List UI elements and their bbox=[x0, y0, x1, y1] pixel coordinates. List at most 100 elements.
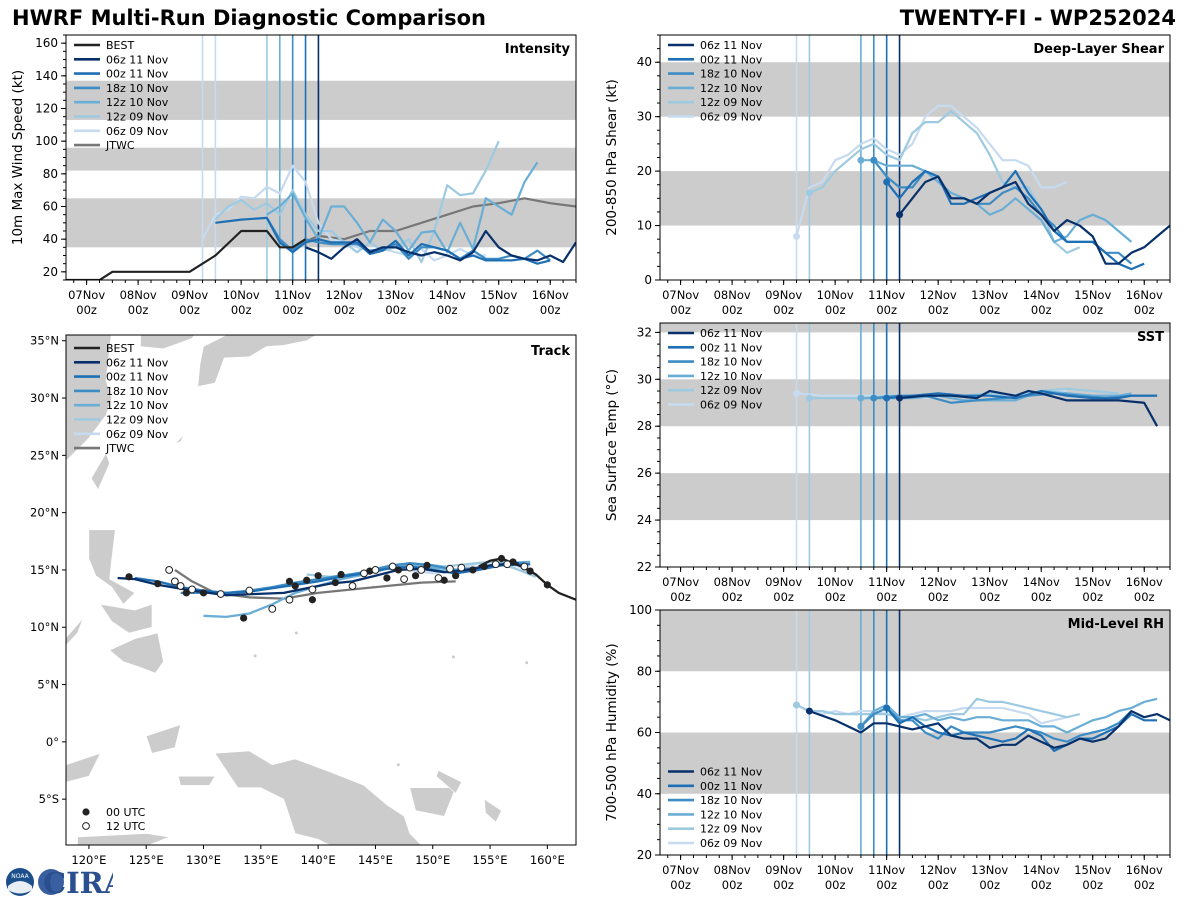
legend-label: 00z 11 Nov bbox=[106, 371, 169, 384]
x-tick-label: 160°E bbox=[530, 853, 565, 867]
noaa-logo-text: NOAA bbox=[11, 873, 29, 880]
legend-label: 00z 11 Nov bbox=[700, 780, 763, 793]
x-tick-label: 00z bbox=[76, 303, 97, 317]
cira-logo-text: CIRA bbox=[43, 866, 113, 898]
x-tick-label: 00z bbox=[979, 590, 1000, 604]
x-tick-label: 16Nov bbox=[1126, 288, 1163, 302]
legend-label: 18z 10 Nov bbox=[700, 356, 763, 369]
marker-12utc bbox=[216, 590, 225, 598]
init-point-marker bbox=[883, 704, 891, 712]
land-bougainville bbox=[483, 798, 502, 823]
x-tick-label: 16Nov bbox=[1126, 863, 1163, 877]
x-tick-label: 00z bbox=[979, 303, 1000, 317]
land-new-ireland bbox=[435, 770, 462, 794]
series-line-12z-09-nov bbox=[796, 697, 1081, 722]
storm-id-title: TWENTY-FI - WP252024 bbox=[899, 6, 1176, 30]
legend-label: 18z 10 Nov bbox=[106, 82, 169, 95]
x-tick-label: 09Nov bbox=[765, 863, 802, 877]
x-tick-label: 12Nov bbox=[920, 863, 957, 877]
x-tick-label: 00z bbox=[334, 303, 355, 317]
init-point-marker bbox=[883, 178, 891, 186]
series-line-12z-10-nov bbox=[860, 159, 1133, 243]
marker-12utc bbox=[170, 577, 179, 586]
y-tick-label: 100 bbox=[629, 603, 652, 617]
series-line-06z-09-nov bbox=[795, 104, 1068, 237]
x-tick-label: 08Nov bbox=[120, 288, 157, 302]
y-tick-label: 24 bbox=[637, 513, 652, 527]
marker-00utc bbox=[411, 572, 420, 580]
marker-00utc bbox=[394, 566, 402, 574]
legend-label: 06z 11 Nov bbox=[106, 53, 169, 66]
shade-band bbox=[660, 732, 1170, 794]
x-tick-label: 00z bbox=[1082, 590, 1103, 604]
x-tick-label: 00z bbox=[437, 303, 458, 317]
chart-rh: 2040608010007Nov00z08Nov00z09Nov00z10Nov… bbox=[604, 603, 1171, 892]
marker-12utc bbox=[348, 582, 357, 590]
init-point-marker bbox=[896, 211, 904, 219]
series-line-06z-11-nov bbox=[898, 175, 1170, 265]
x-tick-label: 00z bbox=[722, 878, 743, 892]
x-tick-label: 14Nov bbox=[1023, 288, 1060, 302]
legend-label: 12z 10 Nov bbox=[106, 399, 169, 412]
land-islet bbox=[451, 655, 455, 659]
legend-label: 12z 09 Nov bbox=[700, 96, 763, 109]
chart-sst: 22242628303207Nov00z08Nov00z09Nov00z10No… bbox=[604, 322, 1171, 604]
shade-band bbox=[660, 473, 1170, 521]
init-point-marker bbox=[870, 394, 878, 402]
chart-title: Deep-Layer Shear bbox=[1033, 42, 1164, 57]
legend-label: 00z 11 Nov bbox=[106, 68, 169, 81]
y-tick-label: 28 bbox=[637, 419, 652, 433]
x-tick-label: 00z bbox=[670, 303, 691, 317]
y-tick-label: 5°S bbox=[39, 792, 59, 806]
y-tick-label: 120 bbox=[35, 102, 58, 116]
x-tick-label: 13Nov bbox=[971, 575, 1008, 589]
legend-label: 12z 09 Nov bbox=[700, 384, 763, 397]
y-tick-label: 20 bbox=[637, 164, 652, 178]
legend-label: 12z 09 Nov bbox=[106, 414, 169, 427]
x-tick-label: 00z bbox=[670, 590, 691, 604]
x-tick-label: 14Nov bbox=[429, 288, 466, 302]
marker-12utc bbox=[188, 585, 196, 594]
marker-12utc bbox=[400, 575, 408, 584]
land-new-britain bbox=[409, 787, 457, 817]
marker-00utc bbox=[452, 572, 460, 580]
legend-label: 00z 11 Nov bbox=[700, 341, 763, 354]
marker-00utc bbox=[480, 562, 488, 571]
y-tick-label: 40 bbox=[637, 55, 652, 69]
x-tick-label: 00z bbox=[825, 590, 846, 604]
legend-label: 12z 10 Nov bbox=[700, 808, 763, 821]
x-tick-label: 15Nov bbox=[480, 288, 517, 302]
globe-icon bbox=[38, 869, 64, 895]
legend-marker-12utc bbox=[82, 822, 90, 830]
axes-frame bbox=[659, 322, 1171, 568]
x-tick-label: 00z bbox=[928, 303, 949, 317]
legend-label: 06z 11 Nov bbox=[700, 327, 763, 340]
x-tick-label: 13Nov bbox=[377, 288, 414, 302]
x-tick-label: 00z bbox=[876, 303, 897, 317]
chart-track: 120°E 125°E 130°E 135°E 140°E 145°E 150°E 155°E… bbox=[30, 334, 577, 867]
x-tick-label: 10Nov bbox=[223, 288, 260, 302]
series-line-12z-10-nov bbox=[266, 161, 539, 254]
x-tick-label: 00z bbox=[928, 878, 949, 892]
marker-00utc bbox=[240, 614, 248, 622]
track-line-jtwc bbox=[174, 568, 456, 600]
marker-12utc bbox=[285, 595, 294, 604]
x-tick-label: 00z bbox=[773, 303, 794, 317]
init-point-marker bbox=[793, 389, 801, 397]
x-tick-label: 00z bbox=[979, 878, 1000, 892]
x-tick-label: 12Nov bbox=[326, 288, 363, 302]
legend-label: 06z 09 Nov bbox=[106, 428, 169, 441]
x-tick-label: 140°E bbox=[301, 853, 336, 867]
legend-label: BEST bbox=[106, 342, 134, 355]
y-tick-label: 30 bbox=[637, 110, 652, 124]
marker-12utc bbox=[388, 562, 397, 571]
y-axis-label: 10m Max Wind Speed (kt) bbox=[10, 70, 26, 245]
x-tick-label: 09Nov bbox=[171, 288, 208, 302]
marker-12utc bbox=[417, 566, 426, 574]
legend-label: JTWC bbox=[105, 442, 135, 455]
shade-band bbox=[66, 80, 576, 120]
marker-00utc bbox=[366, 567, 374, 575]
legend-label: 00z 11 Nov bbox=[700, 53, 763, 66]
x-tick-label: 00z bbox=[722, 590, 743, 604]
